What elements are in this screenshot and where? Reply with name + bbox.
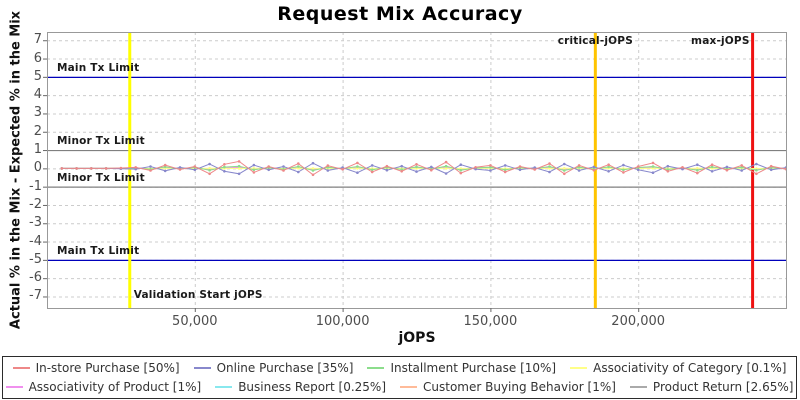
legend-item: Online Purchase [35%] [193, 361, 354, 375]
y-tick-label: 1 [33, 142, 42, 158]
y-tick-label: 7 [33, 32, 42, 48]
plot-border [47, 32, 787, 309]
legend-item: Associativity of Category [0.1%] [570, 361, 786, 375]
x-axis-label: jOPS [398, 330, 436, 346]
legend-row: In-store Purchase [50%] Online Purchase [… [3, 359, 796, 378]
limit-line-label: Main Tx Limit [57, 61, 140, 74]
legend-item: Business Report [0.25%] [215, 380, 386, 394]
legend-row: Associativity of Product [1%] Business Re… [3, 378, 796, 397]
legend-item-label: Online Purchase [35%] [216, 361, 354, 375]
x-tick-label: 100,000 [315, 314, 370, 329]
chart-title: Request Mix Accuracy [277, 3, 523, 25]
legend-item-label: Customer Buying Behavior [1%] [423, 380, 616, 394]
legend-swatch [570, 367, 588, 369]
legend-item-label: Business Report [0.25%] [238, 380, 386, 394]
legend-swatch [193, 367, 211, 369]
legend-item: Product Return [2.65%] [629, 380, 794, 394]
legend-item: In-store Purchase [50%] [12, 361, 180, 375]
limit-line-label: Minor Tx Limit [57, 171, 145, 184]
y-tick-label: -1 [29, 178, 42, 194]
axis-ticks-group [43, 40, 640, 312]
legend-item-label: Product Return [2.65%] [652, 380, 794, 394]
y-tick-label: -6 [29, 270, 42, 286]
series-line [61, 162, 786, 175]
marker-line-label: critical-jOPS [557, 35, 633, 47]
legend-swatch [367, 367, 385, 369]
y-tick-label: 3 [33, 105, 42, 121]
legend-item: Installment Purchase [10%] [367, 361, 556, 375]
series-line [61, 160, 786, 176]
y-tick-label: -3 [29, 215, 42, 231]
y-tick-label: 2 [33, 123, 42, 139]
legend-swatch [215, 386, 233, 388]
legend-swatch [400, 386, 417, 388]
legend-swatch [629, 386, 647, 388]
y-tick-label: 4 [33, 87, 42, 103]
y-tick-label: -7 [29, 288, 42, 304]
limit-line-label: Main Tx Limit [57, 244, 140, 257]
x-tick-label: 150,000 [463, 314, 518, 329]
legend-swatch [12, 367, 30, 369]
x-tick-label: 200,000 [611, 314, 666, 329]
legend-item: Associativity of Product [1%] [5, 380, 202, 394]
limit-line-label: Minor Tx Limit [57, 135, 145, 148]
limit-lines-group [47, 76, 786, 261]
y-tick-label: -2 [29, 196, 42, 212]
legend-item-label: Associativity of Product [1%] [28, 380, 202, 394]
y-tick-label: 5 [33, 68, 42, 84]
legend-item-label: Associativity of Category [0.1%] [593, 361, 787, 375]
marker-line-label: max-jOPS [691, 35, 750, 47]
y-tick-label: 6 [33, 50, 42, 66]
legend-swatch [5, 386, 23, 388]
x-tick-label: 50,000 [172, 314, 218, 329]
legend-item: Customer Buying Behavior [1%] [400, 380, 616, 394]
y-tick-label: 0 [33, 160, 42, 176]
y-tick-label: -5 [29, 251, 42, 267]
legend: In-store Purchase [50%] Online Purchase [… [2, 356, 797, 399]
series-lines-group [60, 160, 786, 177]
legend-item-label: In-store Purchase [50%] [35, 361, 180, 375]
y-tick-label: -4 [29, 233, 42, 249]
legend-item-label: Installment Purchase [10%] [390, 361, 557, 375]
gridlines-group [47, 32, 786, 308]
marker-line-label: Validation Start jOPS [133, 289, 263, 301]
